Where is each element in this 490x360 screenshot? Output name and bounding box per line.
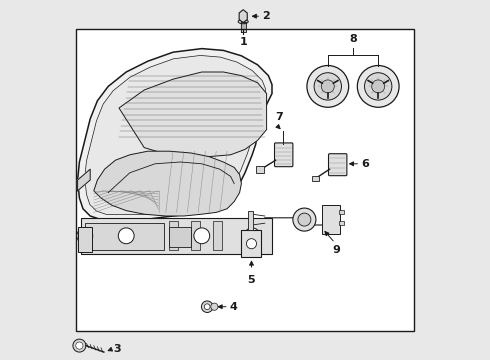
Polygon shape [85, 55, 266, 215]
Bar [170, 227, 191, 247]
Polygon shape [119, 72, 267, 158]
Polygon shape [94, 151, 242, 216]
Circle shape [314, 73, 342, 100]
FancyBboxPatch shape [322, 205, 340, 234]
Bar [339, 210, 344, 214]
Circle shape [76, 342, 83, 349]
Bar [81, 218, 272, 254]
Circle shape [293, 208, 316, 231]
Text: 5: 5 [247, 275, 255, 285]
Bar [256, 166, 264, 173]
Bar [191, 221, 200, 250]
Bar [77, 227, 92, 252]
Bar [339, 221, 344, 225]
Text: 8: 8 [349, 34, 357, 44]
Circle shape [298, 213, 311, 226]
FancyBboxPatch shape [328, 154, 347, 176]
Circle shape [245, 228, 260, 244]
Circle shape [365, 73, 392, 100]
Polygon shape [77, 49, 272, 220]
Text: 6: 6 [361, 159, 369, 169]
Text: 1: 1 [239, 37, 247, 47]
Bar [213, 221, 221, 250]
Ellipse shape [238, 19, 248, 24]
Bar [312, 176, 319, 181]
FancyBboxPatch shape [274, 143, 293, 167]
Bar [85, 223, 164, 250]
Circle shape [246, 239, 257, 249]
Polygon shape [77, 169, 90, 191]
Circle shape [372, 80, 385, 93]
Circle shape [201, 301, 213, 312]
Polygon shape [239, 10, 247, 23]
Circle shape [73, 339, 86, 352]
Text: 9: 9 [332, 245, 340, 255]
Circle shape [204, 304, 210, 310]
Bar [242, 230, 261, 257]
Circle shape [307, 66, 349, 107]
Circle shape [77, 228, 93, 244]
Bar [170, 221, 178, 250]
Bar [248, 211, 253, 230]
Text: 3: 3 [113, 344, 121, 354]
Text: 2: 2 [262, 11, 270, 21]
Text: 4: 4 [230, 302, 238, 312]
Circle shape [321, 80, 334, 93]
Circle shape [357, 66, 399, 107]
Text: 7: 7 [275, 112, 283, 122]
Bar [76, 29, 414, 331]
Circle shape [194, 228, 210, 244]
Circle shape [118, 228, 134, 244]
Circle shape [211, 303, 218, 310]
